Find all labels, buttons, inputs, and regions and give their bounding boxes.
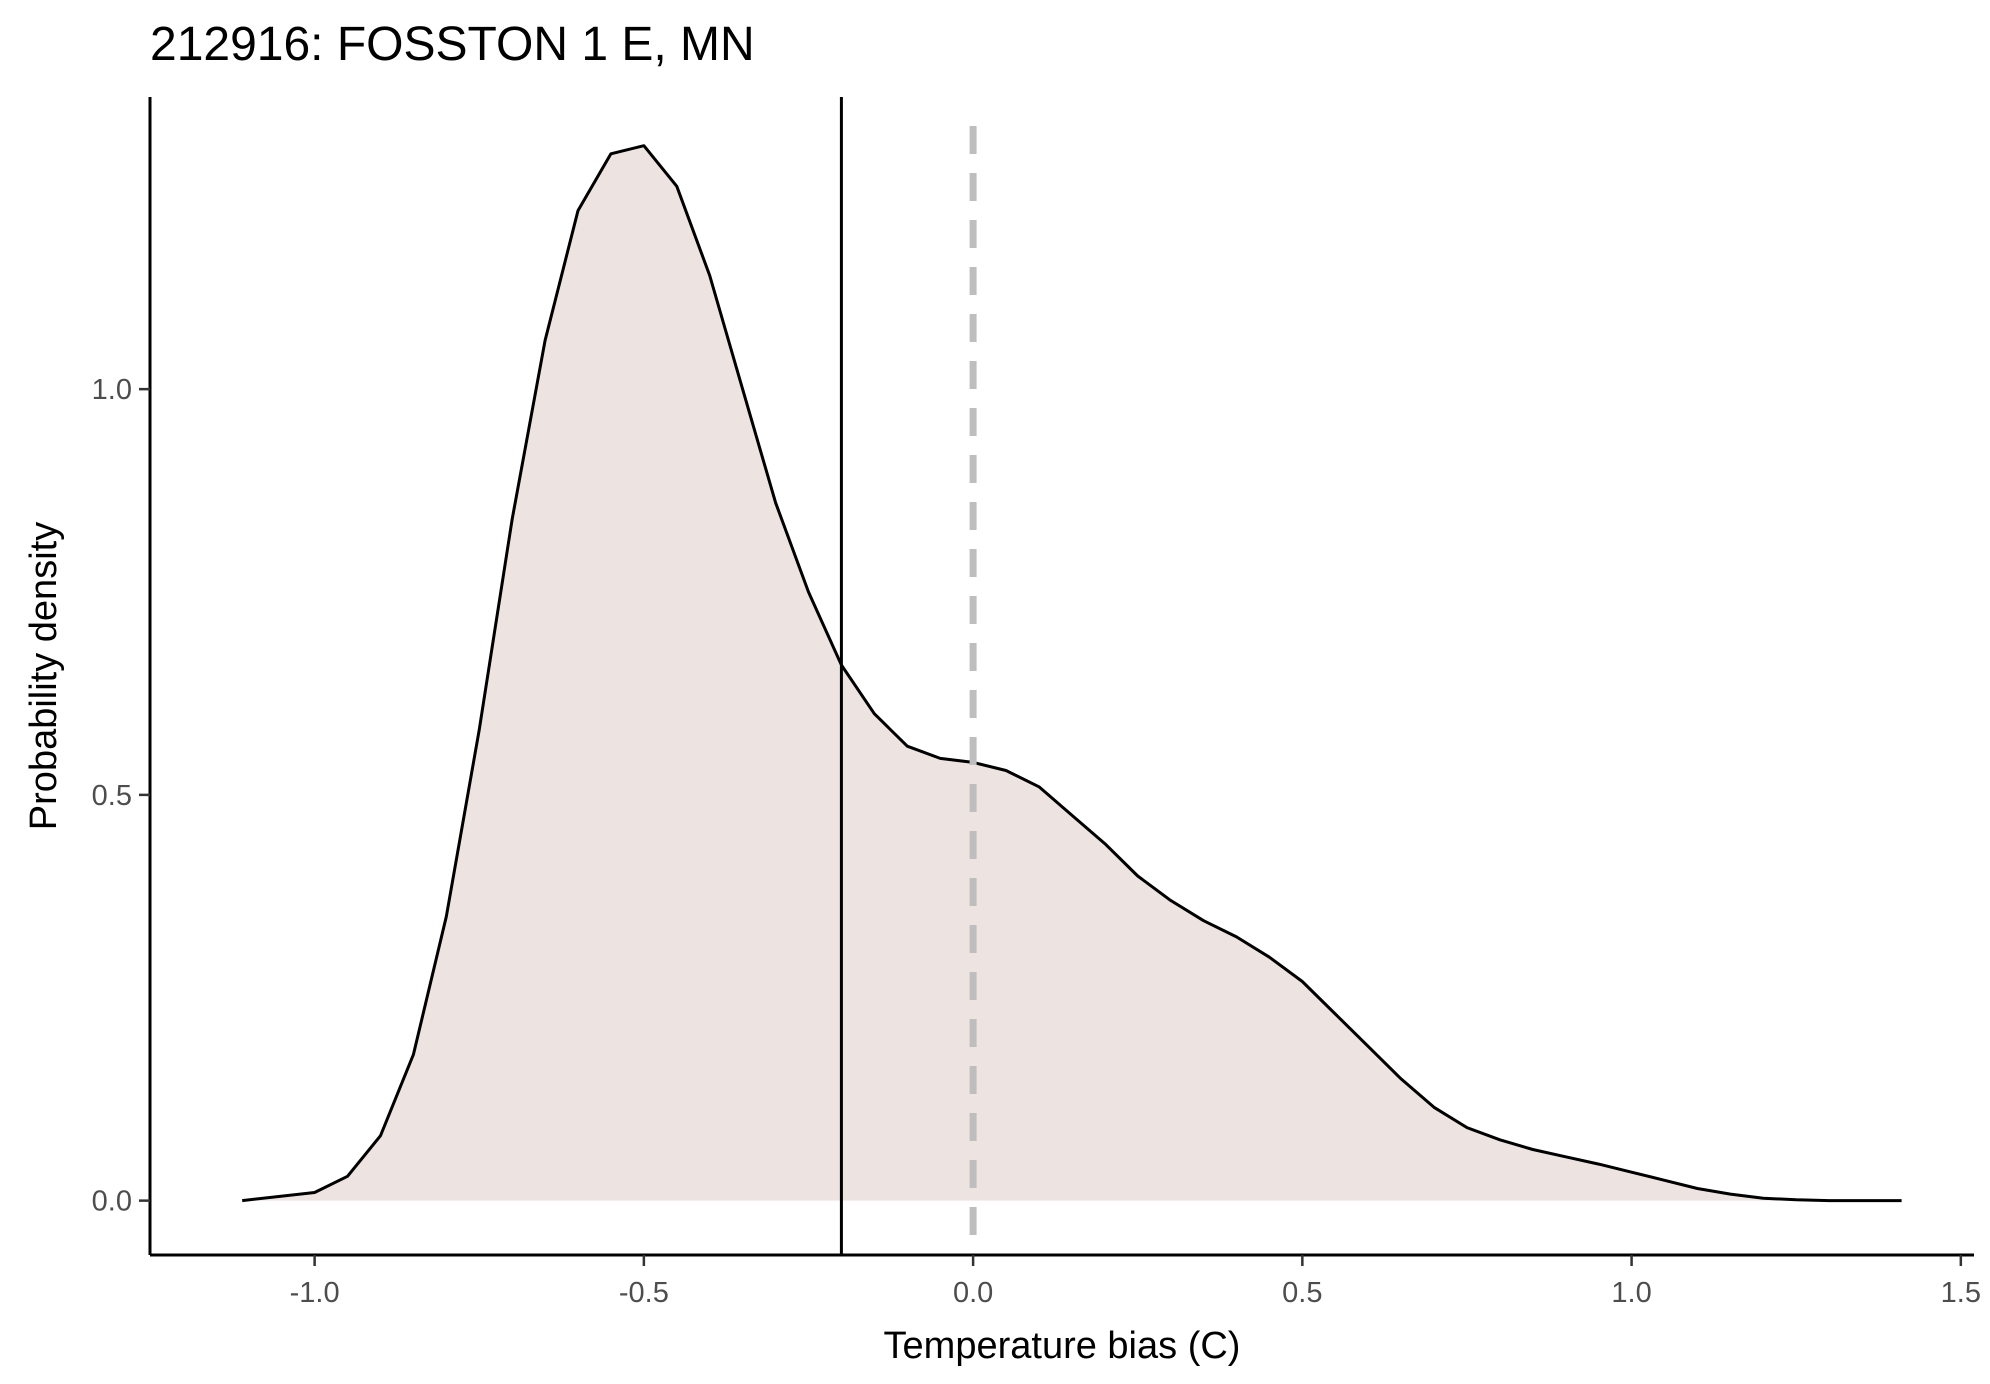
y-tick-label-0: 0.0 — [92, 1186, 132, 1218]
plot-area: -1.0 -0.5 0.0 0.5 1.0 1.5 0.0 0.5 1.0 — [92, 97, 1981, 1309]
x-tick-label-0: -1.0 — [290, 1277, 340, 1309]
density-area-0 — [242, 145, 1902, 1201]
x-tick-label-3: 0.5 — [1282, 1277, 1322, 1309]
x-tick-label-5: 1.5 — [1941, 1277, 1981, 1309]
x-tick-label-2: 0.0 — [953, 1277, 993, 1309]
density-line-0 — [242, 144, 1902, 1203]
y-tick-label-2: 1.0 — [92, 374, 132, 406]
x-tick-label-4: 1.0 — [1611, 1277, 1651, 1309]
x-tick-label-1: -0.5 — [619, 1277, 669, 1309]
y-tick-label-1: 0.5 — [92, 780, 132, 812]
y-axis-title: Probability density — [23, 522, 65, 830]
chart-title: 212916: FOSSTON 1 E, MN — [150, 18, 755, 71]
x-axis-title: Temperature bias (C) — [884, 1325, 1241, 1367]
